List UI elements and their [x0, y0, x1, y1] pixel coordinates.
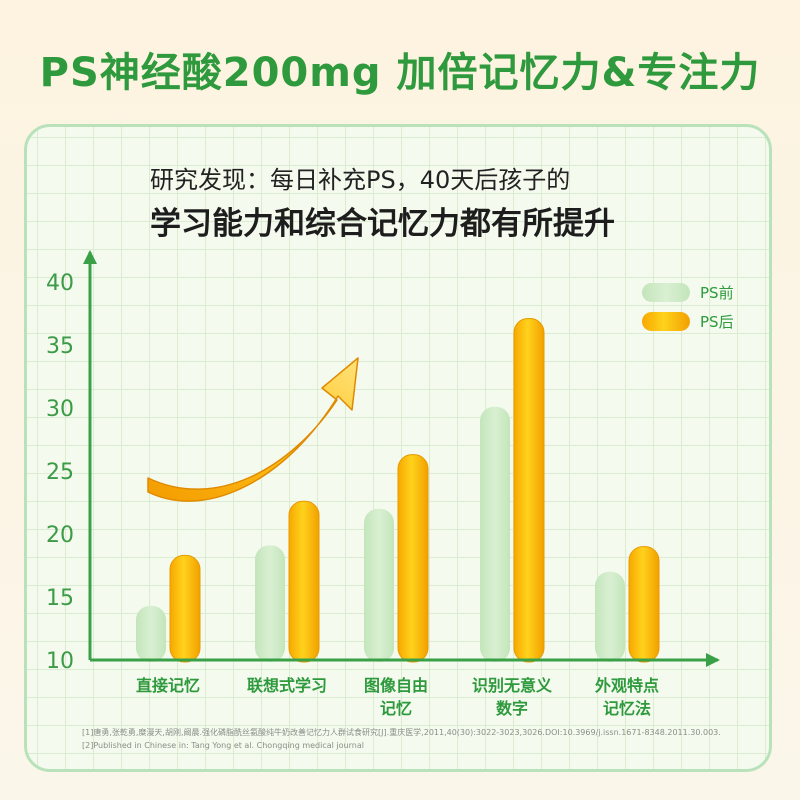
- x-tick-label-2-0: 图像自由: [364, 676, 428, 695]
- y-tick-label-0: 10: [46, 649, 74, 674]
- x-tick-label-3-1: 数字: [496, 699, 528, 718]
- legend-swatch-0: [642, 283, 690, 302]
- bar-after-4: [628, 546, 660, 663]
- y-tick-label-5: 35: [46, 334, 74, 359]
- y-tick-label-2: 20: [46, 523, 74, 548]
- y-tick-label-1: 15: [46, 586, 74, 611]
- x-tick-label-4-0: 外观特点: [594, 676, 659, 695]
- y-tick-label-4: 30: [46, 397, 74, 422]
- legend-label-1: PS后: [700, 313, 734, 331]
- y-axis-arrow-icon: [83, 250, 97, 264]
- trend-arrow-icon: [147, 357, 359, 502]
- x-tick-label-2-1: 记忆: [380, 699, 412, 718]
- bar-after-1: [288, 500, 320, 663]
- x-tick-label-0-0: 直接记忆: [136, 676, 200, 695]
- reference-1: [1]唐勇,张乾勇,糜漫天,胡刚,阚晨.强化磷脂酰丝氨酸纯牛奶改善记忆力人群试食…: [82, 728, 721, 737]
- y-tick-label-3: 25: [46, 460, 74, 485]
- subtitle-line-1: 研究发现：每日补充PS，40天后孩子的: [150, 166, 571, 194]
- x-tick-label-3-0: 识别无意义: [472, 676, 552, 695]
- references: [1]唐勇,张乾勇,糜漫天,胡刚,阚晨.强化磷脂酰丝氨酸纯牛奶改善记忆力人群试食…: [82, 726, 762, 752]
- reference-2: [2]Published in Chinese in: Tang Yong et…: [82, 741, 364, 750]
- bar-before-1: [255, 545, 285, 662]
- x-tick-label-4-1: 记忆法: [603, 699, 651, 718]
- x-tick-label-1-0: 联想式学习: [247, 676, 327, 695]
- y-tick-label-6: 40: [46, 271, 74, 296]
- bar-after-3: [513, 318, 545, 663]
- legend-label-0: PS前: [700, 284, 734, 302]
- bar-before-3: [480, 406, 510, 662]
- bar-before-4: [595, 571, 625, 662]
- x-axis-arrow-icon: [706, 653, 720, 667]
- bar-after-2: [397, 454, 429, 663]
- legend-swatch-1: [642, 312, 690, 331]
- bar-before-2: [364, 508, 394, 662]
- headline: PS神经酸200mg 加倍记忆力&专注力: [39, 50, 761, 96]
- bar-before-0: [136, 605, 166, 662]
- bar-after-0: [169, 554, 201, 663]
- subtitle-line-2: 学习能力和综合记忆力都有所提升: [150, 206, 615, 242]
